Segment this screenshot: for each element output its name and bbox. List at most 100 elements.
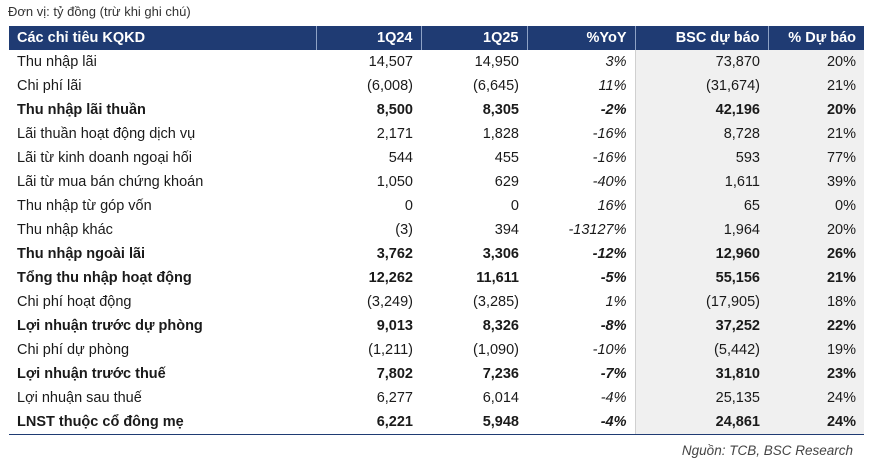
- cell-1q24: (3,249): [367, 294, 413, 310]
- cell-bsc-forecast: 65: [634, 194, 768, 218]
- cell-bsc-forecast: 42,196: [634, 98, 768, 122]
- cell-bsc-forecast: 8,728: [634, 122, 768, 146]
- cell-pct-forecast: 21%: [768, 266, 864, 290]
- cell-1q24: 8,500: [376, 102, 413, 118]
- cell-pct-forecast: 23%: [768, 362, 864, 386]
- cell-pct-forecast: 21%: [768, 122, 864, 146]
- cell-yoy: -16%: [592, 150, 627, 166]
- cell-1q24: 0: [404, 198, 413, 214]
- table-row: Thu nhập ngoài lãi 3,762 3,306 -12% 12,960 26…: [9, 242, 864, 266]
- table-row: Tổng thu nhập hoạt động 12,262 11,611 -5% 55…: [9, 266, 864, 290]
- table-row: Thu nhập khác (3) 394 -13127% 1,964 20%: [9, 218, 864, 242]
- cell-pct-forecast: 24%: [768, 386, 864, 410]
- cell-1q25: 6,014: [482, 390, 519, 406]
- row-label: Lãi thuần hoạt động dịch vụ: [17, 126, 196, 142]
- cell-1q25: 1,828: [482, 126, 519, 142]
- cell-bsc-forecast: 73,870: [634, 50, 768, 74]
- cell-pct-forecast: 77%: [768, 146, 864, 170]
- table-row: Lợi nhuận trước thuế 7,802 7,236 -7% 31,810 2…: [9, 362, 864, 386]
- unit-note: Đơn vị: tỷ đồng (trừ khi ghi chú): [8, 4, 191, 19]
- header-pct-forecast: % Dự báo: [767, 26, 864, 50]
- cell-1q25: 11,611: [476, 270, 519, 286]
- cell-1q25: 14,950: [474, 54, 519, 70]
- table-row: Thu nhập lãi thuần 8,500 8,305 -2% 42,196 20%: [9, 98, 864, 122]
- table-row: Lợi nhuận trước dự phòng 9,013 8,326 -8% 37,…: [9, 314, 864, 338]
- table-row: Lợi nhuận sau thuế 6,277 6,014 -4% 25,135 24%: [9, 386, 864, 410]
- row-label: Chi phí hoạt động: [17, 294, 132, 310]
- cell-1q25: (3,285): [473, 294, 519, 310]
- cell-pct-forecast: 0%: [768, 194, 864, 218]
- cell-yoy: -5%: [600, 270, 627, 286]
- table-row: Thu nhập lãi 14,507 14,950 3% 73,870 20%: [9, 50, 864, 74]
- cell-bsc-forecast: 1,964: [634, 218, 768, 242]
- cell-1q24: 1,050: [376, 174, 413, 190]
- row-label: Lãi từ kinh doanh ngoại hối: [17, 150, 192, 166]
- cell-yoy: -4%: [600, 390, 627, 406]
- table-row: Chi phí lãi (6,008) (6,645) 11% (31,674) 21%: [9, 74, 864, 98]
- source-note: Nguồn: TCB, BSC Research: [681, 443, 853, 458]
- cell-bsc-forecast: 12,960: [634, 242, 768, 266]
- cell-yoy: 11%: [598, 78, 627, 94]
- cell-1q24: (6,008): [367, 78, 413, 94]
- cell-bsc-forecast: (31,674): [634, 74, 768, 98]
- table-row: Chi phí dự phòng (1,211) (1,090) -10% (5,442…: [9, 338, 864, 362]
- cell-1q24: 6,221: [316, 410, 421, 435]
- cell-bsc-forecast: 31,810: [634, 362, 768, 386]
- header-indicator: Các chỉ tiêu KQKD: [9, 26, 316, 50]
- cell-1q24: 3,762: [376, 246, 413, 262]
- cell-pct-forecast: 19%: [768, 338, 864, 362]
- cell-pct-forecast: 20%: [768, 218, 864, 242]
- row-label: Thu nhập từ góp vốn: [17, 198, 152, 214]
- cell-1q25: 455: [494, 150, 519, 166]
- row-label: Thu nhập khác: [17, 222, 113, 238]
- cell-1q24: 14,507: [368, 54, 413, 70]
- table-row: LNST thuộc cổ đông mẹ 6,221 5,948 -4% 24,861…: [9, 410, 864, 435]
- cell-pct-forecast: 39%: [768, 170, 864, 194]
- cell-pct-forecast: 20%: [768, 50, 864, 74]
- cell-1q25: 5,948: [421, 410, 527, 435]
- cell-1q25: (1,090): [473, 342, 519, 358]
- cell-pct-forecast: 24%: [768, 410, 864, 435]
- table-header-row: Các chỉ tiêu KQKD 1Q24 1Q25 %YoY BSC dự …: [9, 26, 864, 50]
- cell-bsc-forecast: (5,442): [634, 338, 768, 362]
- income-statement-table: Các chỉ tiêu KQKD 1Q24 1Q25 %YoY BSC dự …: [9, 26, 864, 435]
- cell-bsc-forecast: 24,861: [634, 410, 768, 435]
- row-label: Lãi từ mua bán chứng khoán: [17, 174, 204, 190]
- cell-yoy: -12%: [592, 246, 627, 262]
- cell-pct-forecast: 21%: [768, 74, 864, 98]
- cell-1q25: 629: [494, 174, 519, 190]
- cell-pct-forecast: 20%: [768, 98, 864, 122]
- cell-1q25: 8,305: [482, 102, 519, 118]
- cell-bsc-forecast: 1,611: [634, 170, 768, 194]
- table-row: Lãi từ mua bán chứng khoán 1,050 629 -40% 1,…: [9, 170, 864, 194]
- cell-1q25: 3,306: [482, 246, 519, 262]
- cell-1q25: 0: [510, 198, 519, 214]
- table-row: Lãi từ kinh doanh ngoại hối 544 455 -16% 593…: [9, 146, 864, 170]
- cell-pct-forecast: 18%: [768, 290, 864, 314]
- cell-yoy: -40%: [592, 174, 627, 190]
- cell-pct-forecast: 22%: [768, 314, 864, 338]
- table-row: Chi phí hoạt động (3,249) (3,285) 1% (17,905…: [9, 290, 864, 314]
- row-label: Tổng thu nhập hoạt động: [17, 270, 192, 286]
- cell-1q24: (3): [395, 222, 413, 238]
- row-label: LNST thuộc cổ đông mẹ: [9, 410, 316, 435]
- cell-bsc-forecast: 593: [634, 146, 768, 170]
- cell-1q24: 9,013: [376, 318, 413, 334]
- cell-pct-forecast: 26%: [768, 242, 864, 266]
- cell-yoy: -4%: [527, 410, 635, 435]
- cell-1q24: 12,262: [368, 270, 413, 286]
- cell-yoy: 16%: [597, 198, 627, 214]
- header-1q25: 1Q25: [420, 26, 527, 50]
- cell-yoy: -2%: [600, 102, 627, 118]
- cell-1q25: (6,645): [473, 78, 519, 94]
- cell-yoy: -8%: [600, 318, 627, 334]
- cell-1q24: 544: [388, 150, 413, 166]
- cell-bsc-forecast: 55,156: [634, 266, 768, 290]
- row-label: Lợi nhuận sau thuế: [17, 390, 142, 406]
- cell-1q24: (1,211): [368, 342, 413, 358]
- row-label: Thu nhập lãi: [17, 54, 97, 70]
- cell-1q25: 8,326: [482, 318, 519, 334]
- cell-1q25: 394: [494, 222, 519, 238]
- table-row: Lãi thuần hoạt động dịch vụ 2,171 1,828 -16…: [9, 122, 864, 146]
- cell-1q24: 6,277: [376, 390, 413, 406]
